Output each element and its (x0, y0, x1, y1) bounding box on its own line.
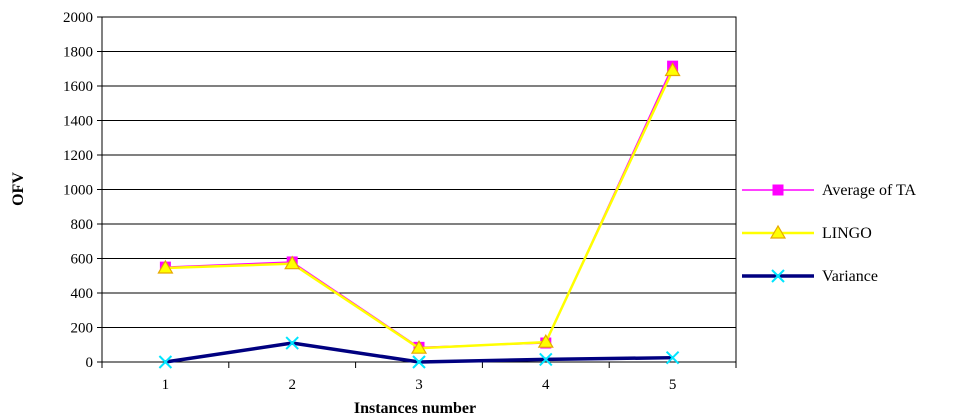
x-tick-label: 2 (288, 377, 296, 393)
legend-item: LINGO (742, 224, 872, 242)
data-point-x (158, 355, 173, 369)
y-axis-title: OFV (10, 172, 27, 206)
y-tick-label: 2000 (63, 10, 93, 26)
legend: Average of TA LINGO Variance (742, 182, 917, 285)
x-tick-label: 3 (415, 377, 423, 393)
legend-label: LINGO (822, 225, 872, 242)
y-tick-label: 200 (71, 321, 94, 337)
data-point-triangle (410, 340, 428, 354)
y-tick-label: 800 (71, 217, 94, 233)
y-tick-label: 1200 (63, 148, 93, 164)
x-axis-title: Instances number (354, 400, 476, 417)
series-group (157, 60, 681, 369)
series-2 (158, 336, 680, 369)
series-1 (157, 62, 681, 354)
y-tick-label: 1400 (63, 114, 93, 130)
x-axis-ticks: 1 2 3 4 5 (101, 362, 737, 393)
legend-item: Variance (742, 268, 878, 285)
data-point-triangle (537, 333, 554, 348)
y-tick-label: 1000 (63, 183, 93, 199)
data-point-triangle (284, 255, 301, 270)
y-tick-label: 400 (71, 286, 94, 302)
data-point-x (771, 269, 785, 283)
data-point-x (665, 350, 680, 365)
data-point-square (772, 184, 784, 196)
x-tick-label: 4 (542, 377, 550, 393)
legend-label: Variance (822, 268, 878, 285)
gridlines (102, 51, 736, 328)
data-point-triangle (664, 62, 681, 77)
x-tick-label: 5 (669, 377, 677, 393)
y-tick-label: 1600 (63, 79, 93, 95)
data-point-x (539, 352, 553, 367)
legend-item: Average of TA (742, 182, 917, 199)
data-point-x (412, 355, 426, 369)
data-point-x (285, 336, 299, 350)
y-tick-label: 0 (86, 355, 94, 371)
y-axis-ticks: 0 200 400 600 800 1000 1200 1400 1600 1800 2000 (63, 10, 102, 371)
y-tick-label: 600 (71, 252, 94, 268)
legend-label: Average of TA (822, 182, 917, 199)
data-point-triangle (157, 259, 174, 274)
x-tick-label: 1 (162, 377, 170, 393)
y-tick-label: 1800 (63, 45, 93, 61)
data-point-triangle (769, 224, 787, 239)
